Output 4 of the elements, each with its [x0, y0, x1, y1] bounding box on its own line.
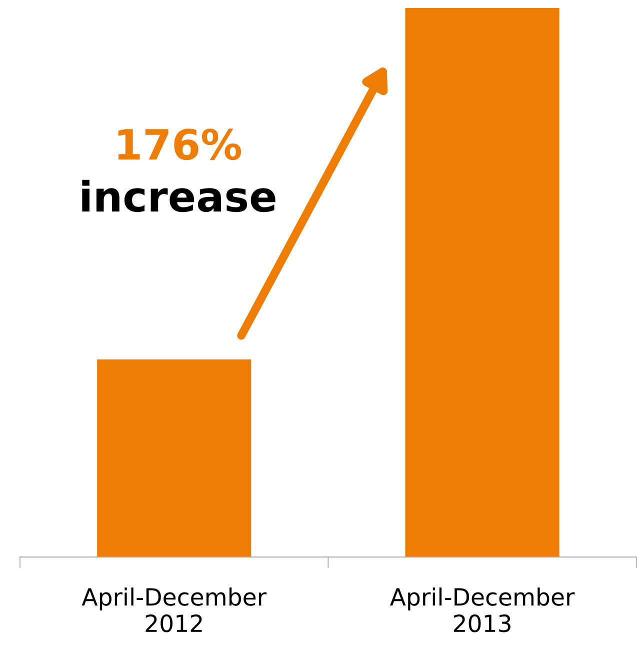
- x-tick-label: April-December 2012: [82, 588, 267, 632]
- x-tick-label: April-December 2013: [390, 588, 575, 632]
- annotation: 176%: [118, 128, 242, 160]
- annotation: increase: [82, 180, 276, 212]
